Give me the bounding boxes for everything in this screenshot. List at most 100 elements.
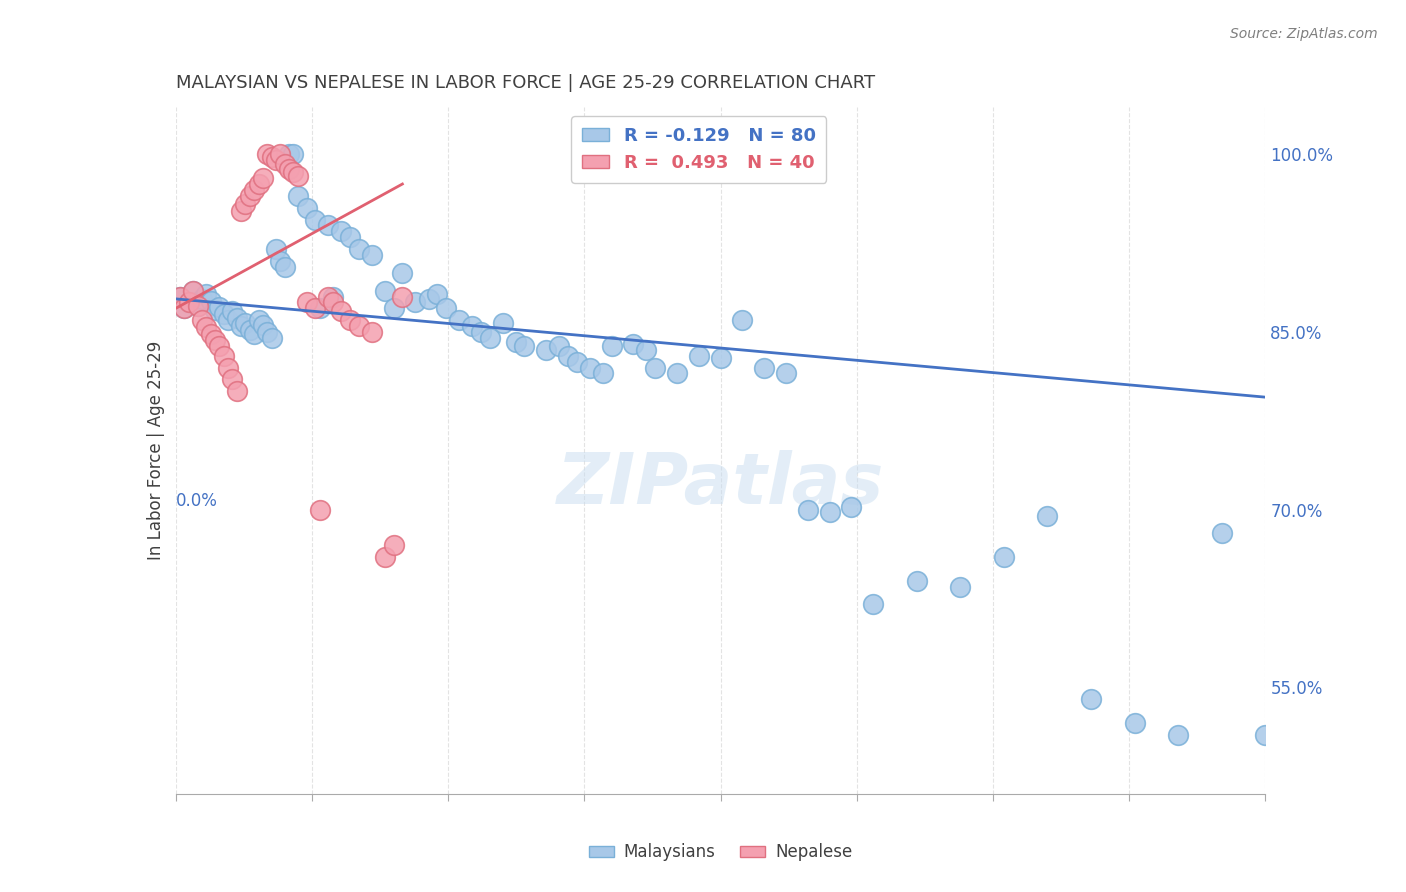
Point [269,254,291,268]
Point [405,295,427,310]
Point [318,219,340,233]
Point [200,327,222,342]
Point [204,334,226,348]
Point [264,242,287,256]
Point [239,189,262,203]
Point [308,301,330,316]
Y-axis label: In Labor Force | Age 25-29: In Labor Force | Age 25-29 [146,341,165,560]
Point [181,284,204,298]
Point [318,289,340,303]
Point [287,169,309,183]
Point [252,171,274,186]
Point [557,349,579,363]
Point [470,325,492,339]
Point [1254,728,1277,742]
Point [186,299,209,313]
Text: ZIPatlas: ZIPatlas [557,450,884,519]
Point [841,500,863,515]
Point [169,289,191,303]
Point [278,147,301,161]
Point [221,372,243,386]
Point [195,320,218,334]
Point [191,313,214,327]
Point [731,313,754,327]
Point [1167,728,1189,742]
Point [256,325,278,339]
Point [304,212,326,227]
Legend: Malaysians, Nepalese: Malaysians, Nepalese [582,837,859,868]
Point [231,204,253,219]
Point [862,598,884,612]
Point [274,260,297,274]
Point [181,284,204,298]
Point [204,302,226,317]
Text: Source: ZipAtlas.com: Source: ZipAtlas.com [1230,27,1378,41]
Point [993,549,1015,564]
Point [330,224,353,238]
Point [287,189,309,203]
Point [208,339,231,353]
Point [513,339,536,353]
Point [217,313,239,327]
Text: MALAYSIAN VS NEPALESE IN LABOR FORCE | AGE 25-29 CORRELATION CHART: MALAYSIAN VS NEPALESE IN LABOR FORCE | A… [176,74,875,92]
Point [200,294,222,309]
Point [666,367,689,381]
Point [478,331,501,345]
Point [239,323,262,337]
Point [636,343,658,357]
Point [688,349,710,363]
Point [195,287,218,301]
Point [247,177,270,191]
Point [391,266,413,280]
Point [796,502,818,516]
Point [775,367,797,381]
Point [492,316,515,330]
Point [360,248,382,262]
Point [243,327,266,342]
Point [260,331,283,345]
Point [374,284,396,298]
Point [565,354,588,368]
Point [339,313,361,327]
Point [304,301,326,316]
Point [235,197,257,211]
Point [221,303,243,318]
Point [382,301,405,316]
Point [505,334,527,349]
Point [382,538,405,552]
Point [283,147,305,161]
Point [754,360,776,375]
Point [225,310,247,325]
Point [274,157,297,171]
Point [360,325,382,339]
Point [295,295,318,310]
Point [330,303,353,318]
Point [235,316,257,330]
Point [391,289,413,303]
Point [374,549,396,564]
Point [217,360,239,375]
Point [600,339,623,353]
Point [252,318,274,332]
Point [347,242,370,256]
Point [243,183,266,197]
Point [169,289,191,303]
Point [173,301,195,316]
Point [186,299,209,313]
Text: 0.0%: 0.0% [176,491,218,509]
Point [434,301,457,316]
Point [212,349,235,363]
Point [1036,508,1059,523]
Point [1211,526,1233,541]
Point [1123,715,1146,730]
Point [322,289,344,303]
Point [264,153,287,168]
Point [644,360,666,375]
Point [710,351,733,365]
Point [418,292,440,306]
Point [949,580,972,594]
Point [579,360,602,375]
Point [278,161,301,176]
Point [426,287,449,301]
Point [177,295,200,310]
